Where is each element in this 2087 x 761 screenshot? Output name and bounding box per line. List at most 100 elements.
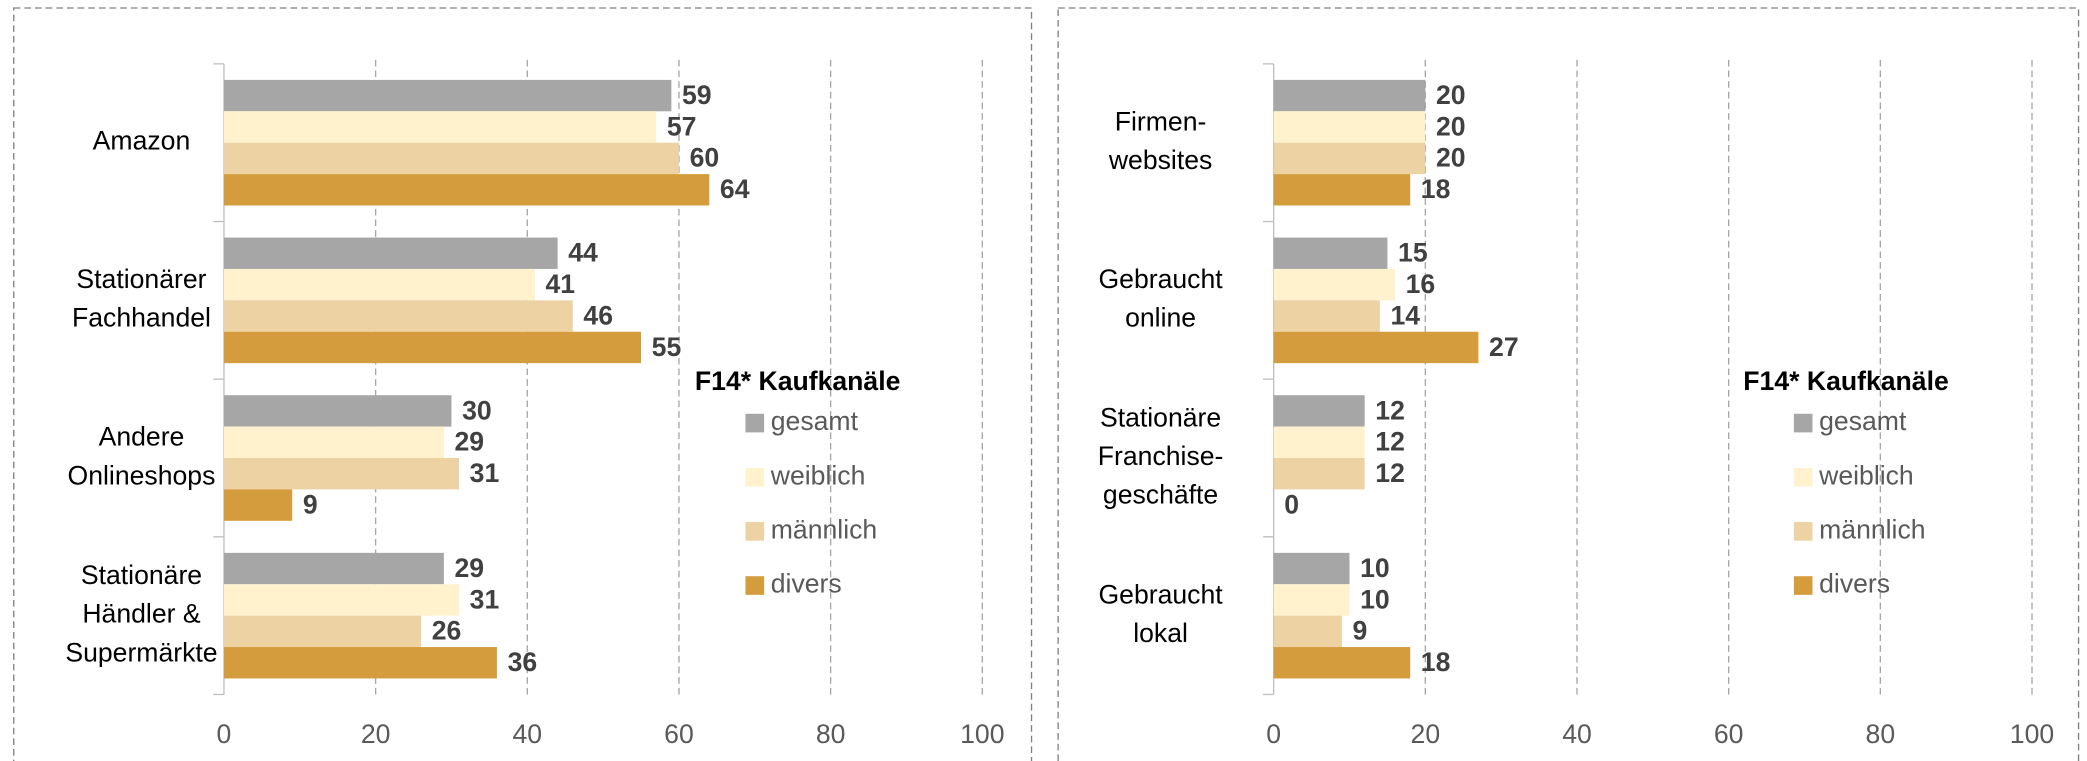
bar	[1273, 584, 1350, 616]
legend-label: weiblich	[1818, 460, 1914, 490]
legend-label: weiblich	[770, 460, 866, 490]
bar	[223, 331, 642, 364]
value-label: 10	[1360, 553, 1390, 583]
bar	[223, 426, 444, 458]
value-label: 31	[470, 584, 500, 614]
legend-swatch	[1793, 576, 1813, 595]
category-label: Firmen-	[1115, 106, 1207, 136]
x-tick-label: 80	[816, 719, 846, 749]
category-label: Onlineshops	[68, 460, 216, 490]
value-label: 9	[1353, 616, 1368, 646]
value-label: 46	[583, 300, 613, 330]
x-tick-label: 60	[1714, 719, 1744, 749]
category-label: websites	[1108, 145, 1212, 175]
bar	[1273, 300, 1380, 332]
value-label: 18	[1421, 174, 1451, 204]
x-tick-label: 0	[1266, 719, 1281, 749]
frame	[13, 7, 1033, 761]
x-tick-label: 100	[2010, 719, 2054, 749]
category-label: Supermärkte	[65, 637, 217, 667]
bar	[223, 615, 422, 648]
value-label: 20	[1436, 80, 1466, 110]
value-label: 0	[1284, 489, 1299, 519]
bar	[223, 268, 535, 301]
value-label: 20	[1436, 111, 1466, 141]
bar	[1273, 395, 1365, 427]
value-label: 41	[546, 269, 576, 299]
legend-label: gesamt	[771, 406, 859, 436]
bar	[223, 142, 679, 175]
value-label: 29	[455, 427, 485, 457]
bar	[1273, 111, 1426, 143]
bar	[223, 457, 460, 490]
x-tick-label: 40	[513, 719, 543, 749]
legend-swatch	[1793, 413, 1813, 433]
legend-swatch	[745, 576, 765, 595]
legend-label: gesamt	[1819, 406, 1907, 436]
value-label: 18	[1421, 647, 1451, 677]
bar	[223, 111, 657, 143]
legend-swatch	[1793, 522, 1813, 541]
bar	[223, 300, 573, 332]
bar	[1273, 237, 1388, 269]
bar	[223, 79, 672, 112]
x-tick-label: 100	[960, 719, 1004, 749]
bar	[223, 647, 497, 679]
category-label: online	[1125, 303, 1196, 333]
bar	[1273, 615, 1342, 648]
value-label: 10	[1360, 584, 1390, 614]
value-label: 64	[720, 174, 750, 204]
category-label: Stationärer	[76, 264, 206, 294]
category-label: Stationäre	[1100, 402, 1221, 432]
value-label: 16	[1406, 269, 1436, 299]
category-label: Gebraucht	[1098, 264, 1223, 294]
bar	[223, 174, 710, 206]
bar	[1273, 174, 1411, 206]
bar	[1273, 268, 1395, 301]
legend-swatch	[1793, 467, 1813, 487]
legend-label: männlich	[1819, 514, 1925, 544]
x-tick-label: 80	[1866, 719, 1896, 749]
frame	[1057, 7, 2080, 761]
legend-label: divers	[1819, 569, 1890, 599]
value-label: 26	[432, 616, 462, 646]
value-label: 9	[303, 489, 318, 519]
legend-title: F14* Kaufkanäle	[1743, 366, 1948, 396]
bar	[1273, 142, 1426, 175]
x-tick-label: 20	[361, 719, 391, 749]
value-label: 20	[1436, 143, 1466, 173]
bar	[223, 552, 444, 585]
legend-label: männlich	[771, 514, 877, 544]
category-label: Stationäre	[81, 560, 202, 590]
bar	[223, 584, 460, 616]
category-label: Amazon	[93, 126, 191, 156]
value-label: 30	[462, 395, 492, 425]
category-label: Franchise-	[1098, 441, 1224, 471]
bar	[223, 395, 452, 427]
bar	[1273, 457, 1365, 490]
legend-label: divers	[771, 569, 842, 599]
x-tick-label: 0	[217, 719, 232, 749]
x-tick-label: 60	[664, 719, 694, 749]
value-label: 36	[508, 647, 538, 677]
category-label: lokal	[1133, 618, 1188, 648]
legend-swatch	[745, 413, 765, 433]
category-label: Gebraucht	[1098, 579, 1223, 609]
x-tick-label: 20	[1411, 719, 1441, 749]
value-label: 44	[568, 238, 598, 268]
value-label: 31	[470, 458, 500, 488]
value-label: 60	[690, 143, 720, 173]
bar	[1273, 426, 1365, 458]
x-tick-label: 40	[1562, 719, 1592, 749]
value-label: 27	[1489, 332, 1519, 362]
category-label: Fachhandel	[72, 303, 211, 333]
value-label: 59	[682, 80, 712, 110]
bar	[223, 237, 558, 269]
legend-swatch	[745, 467, 765, 487]
bar	[1273, 79, 1426, 112]
value-label: 12	[1375, 427, 1405, 457]
bar	[1273, 647, 1411, 679]
value-label: 12	[1375, 458, 1405, 488]
bar	[1273, 552, 1350, 585]
